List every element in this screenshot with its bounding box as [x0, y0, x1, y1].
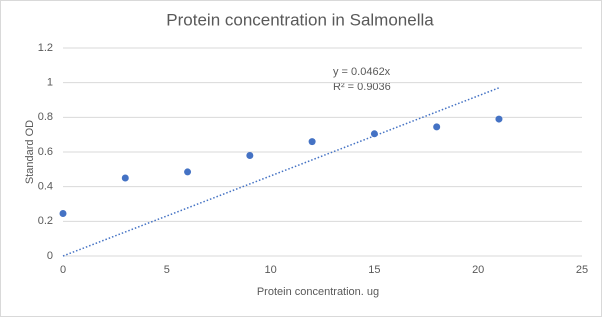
x-tick-label: 5 [164, 264, 170, 276]
y-tick-label: 0.2 [38, 215, 53, 227]
y-axis-label: Standard OD [24, 120, 36, 184]
data-point [246, 151, 254, 159]
data-point [433, 123, 441, 131]
x-tick-label: 25 [576, 264, 588, 276]
data-point [308, 138, 316, 146]
trendline [62, 87, 500, 257]
data-point [121, 174, 129, 182]
data-point [370, 130, 378, 138]
x-tick-label: 0 [60, 264, 66, 276]
data-point [59, 210, 67, 218]
y-tick-label: 0 [47, 250, 53, 262]
y-tick-label: 0.8 [38, 111, 53, 123]
x-tick-label: 20 [472, 264, 484, 276]
y-tick-label: 0.4 [38, 181, 53, 193]
data-point [184, 168, 192, 176]
y-tick-label: 1 [47, 77, 53, 89]
chart-title: Protein concentration in Salmonella [166, 10, 434, 29]
x-tick-label: 15 [368, 264, 380, 276]
y-tick-label: 1.2 [38, 42, 53, 54]
x-tick-label: 10 [264, 264, 276, 276]
y-tick-label: 0.6 [38, 146, 53, 158]
trendline-r-squared: R² = 0.9036 [333, 81, 391, 93]
trendline-equation: y = 0.0462x [333, 66, 391, 78]
x-axis-label: Protein concentration. ug [257, 286, 379, 298]
data-point [495, 115, 503, 123]
